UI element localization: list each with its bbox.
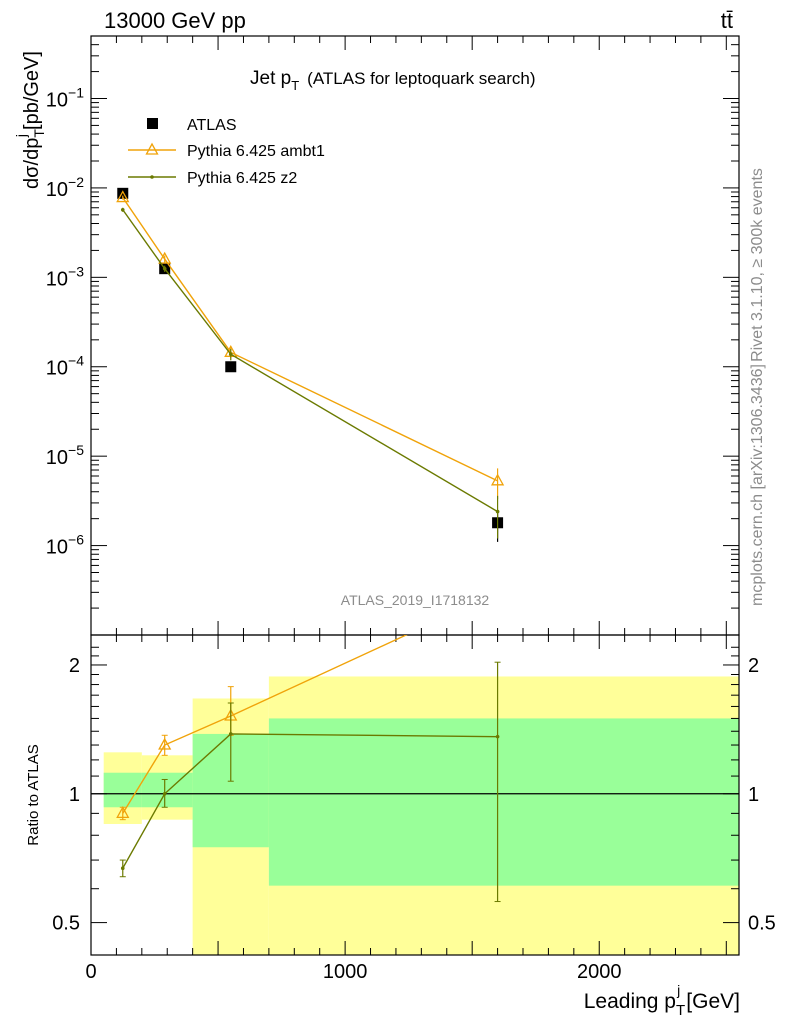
z2-point — [162, 266, 167, 271]
top-y-tick-label: 10−1 — [46, 84, 84, 111]
z2-point — [495, 509, 500, 514]
band-inner-1 — [141, 772, 193, 808]
chart-title: Jet pT (ATLAS for leptoquark search) — [250, 68, 536, 93]
z2-point — [120, 207, 125, 212]
x-tick-label: 0 — [85, 961, 96, 983]
band-inner-3 — [268, 718, 739, 886]
legend: ATLAS Pythia 6.425 ambt1 Pythia 6.425 z2 — [128, 117, 325, 187]
ratio-bands — [103, 676, 739, 955]
top-line-1 — [122, 197, 498, 482]
ambt1-point — [490, 473, 505, 486]
ambt1-point — [158, 251, 172, 264]
bottom-panel-frame — [90, 634, 740, 956]
x-axis-label: Leading pTj [GeV] — [584, 982, 740, 1019]
ratio-z2-point — [495, 734, 500, 739]
top-line-2 — [122, 209, 498, 513]
ratio-z2-point — [228, 732, 233, 736]
band-inner-0 — [103, 772, 142, 808]
bottom-y-tick-label-left: 0.5 — [52, 913, 80, 935]
ratio-ambt1-point — [158, 737, 172, 750]
ratio-z2-point — [162, 791, 167, 796]
top-y-tick-label: 10−2 — [46, 174, 84, 201]
bottom-tick-labels: 0.5 0.5 1 1 2 2 0 1000 2000 — [52, 655, 776, 983]
bottom-y-tick-label-right: 2 — [748, 655, 759, 677]
mcplots-label: mcplots.cern.ch [arXiv:1306.3436] — [749, 364, 766, 606]
process-label: tt̄ — [721, 8, 733, 33]
bottom-y-axis-label: Ratio to ATLAS — [25, 744, 42, 845]
axis-ticks — [90, 35, 739, 955]
legend-label-atlas: ATLAS — [187, 117, 237, 134]
ratio-line-1 — [122, 733, 498, 869]
ratio-line-0 — [122, 635, 408, 814]
legend-label-ambt1: Pythia 6.425 ambt1 — [187, 143, 325, 160]
ambt1-point — [116, 190, 130, 203]
top-series — [116, 187, 505, 542]
energy-label: 13000 GeV pp — [104, 8, 246, 33]
legend-marker-z2 — [150, 175, 154, 179]
top-y-tick-labels: 10−1 10−2 10−3 10−4 10−5 10−6 — [46, 84, 84, 558]
ratio-z2-point — [120, 866, 125, 871]
legend-label-z2: Pythia 6.425 z2 — [187, 170, 297, 187]
legend-marker-ambt1 — [145, 142, 159, 155]
ratio-ambt1-point — [116, 806, 130, 819]
analysis-watermark: ATLAS_2019_I1718132 — [341, 592, 490, 608]
x-tick-label: 1000 — [323, 961, 368, 983]
bottom-y-tick-label-left: 1 — [69, 784, 80, 806]
legend-marker-atlas — [147, 118, 158, 129]
bottom-y-tick-label-left: 2 — [69, 655, 80, 677]
top-y-tick-label: 10−5 — [46, 442, 84, 469]
atlas-point — [117, 187, 129, 199]
rivet-version-label: Rivet 3.1.10, ≥ 300k events — [749, 168, 766, 362]
top-y-axis-label: dσ/dpTj[pb/GeV] — [13, 51, 47, 189]
bottom-series — [116, 587, 503, 903]
bottom-y-tick-label-right: 0.5 — [748, 913, 776, 935]
atlas-point — [225, 361, 237, 373]
z2-point — [228, 352, 233, 357]
top-y-tick-label: 10−4 — [46, 353, 84, 380]
top-y-tick-label: 10−6 — [46, 532, 84, 559]
x-tick-label: 2000 — [577, 961, 622, 983]
bottom-y-tick-label-right: 1 — [748, 784, 759, 806]
ratio-ambt1-point — [492, 587, 503, 597]
top-y-tick-label: 10−3 — [46, 263, 84, 290]
